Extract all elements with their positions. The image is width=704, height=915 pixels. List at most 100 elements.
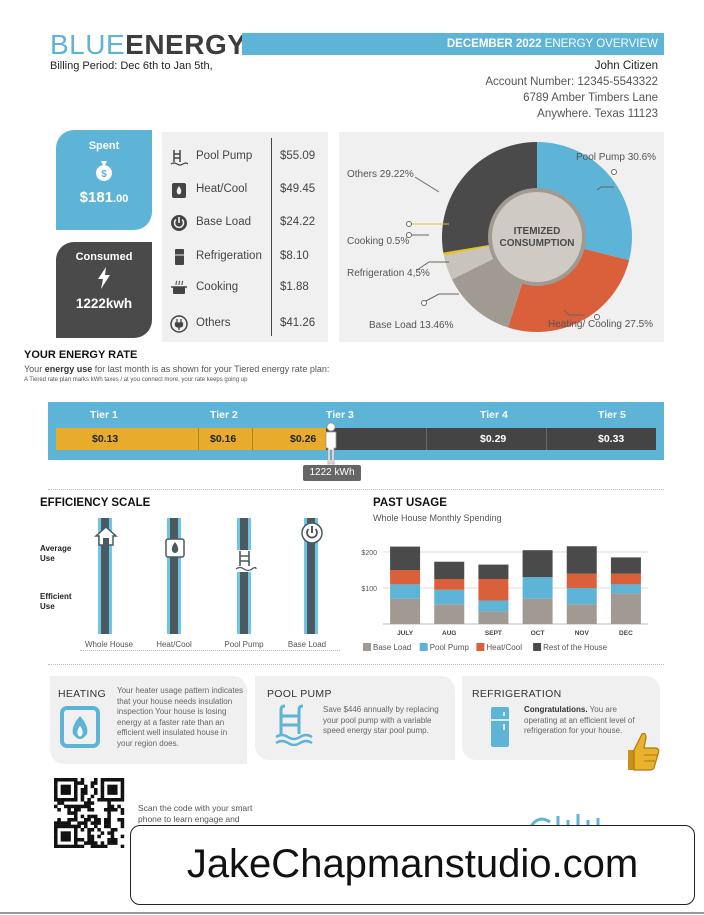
qr-module bbox=[74, 811, 78, 815]
qr-module bbox=[67, 804, 71, 809]
qr-module bbox=[54, 784, 58, 789]
qr-module bbox=[80, 794, 85, 799]
qr-module bbox=[107, 801, 111, 805]
slice-label-base-load: Base Load 13.46% bbox=[369, 320, 454, 331]
qr-module bbox=[64, 778, 68, 782]
overview-banner: DECEMBER 2022 ENERGY OVERVIEW bbox=[242, 33, 664, 55]
efficiency-bar bbox=[237, 518, 251, 634]
qr-module bbox=[100, 788, 105, 792]
qr-module bbox=[57, 824, 61, 829]
past-usage-chart: $100 $200 JULY AUG SEPT OCT NOV DEC Base Load Poo… bbox=[361, 546, 648, 652]
y-tick-label: $200 bbox=[361, 550, 377, 557]
bar-segment bbox=[566, 588, 597, 605]
bar-segment bbox=[478, 600, 509, 612]
bar-segment bbox=[478, 564, 509, 579]
qr-module bbox=[64, 844, 68, 848]
list-item: Heat/Cool $49.45 bbox=[162, 178, 328, 204]
bar-segment bbox=[390, 546, 421, 570]
qr-module bbox=[97, 828, 101, 832]
qr-module bbox=[94, 844, 98, 848]
average-use-label: Average Use bbox=[40, 544, 72, 563]
qr-module bbox=[94, 791, 98, 795]
heating-card-text: Your heater usage pattern indicates that… bbox=[117, 686, 244, 748]
qr-module bbox=[87, 808, 91, 812]
qr-module bbox=[74, 844, 78, 848]
qr-module bbox=[60, 831, 65, 835]
qr-module bbox=[67, 784, 71, 789]
qr-module bbox=[110, 798, 115, 802]
qr-module bbox=[120, 794, 125, 799]
tier-label: Tier 4 bbox=[480, 409, 508, 421]
qr-code[interactable] bbox=[52, 778, 126, 848]
qr-module bbox=[110, 788, 115, 792]
qr-module bbox=[94, 821, 98, 825]
qr-module bbox=[57, 801, 61, 805]
usage-kwh-tag: 1222 kWh bbox=[303, 465, 361, 481]
qr-module bbox=[87, 831, 91, 835]
qr-module bbox=[70, 798, 75, 802]
bar-segment bbox=[390, 570, 421, 585]
legend-label: Heat/Cool bbox=[486, 643, 522, 652]
x-tick-label: SEPT bbox=[485, 630, 502, 637]
donut-slice bbox=[442, 142, 537, 253]
fridge-icon bbox=[491, 707, 509, 747]
leader-line bbox=[416, 261, 449, 271]
bar-segment bbox=[390, 584, 421, 599]
qr-module bbox=[60, 824, 65, 829]
qr-module bbox=[67, 811, 71, 815]
past-usage-title: PAST USAGE bbox=[373, 497, 447, 509]
qr-module bbox=[97, 844, 101, 848]
qr-module bbox=[90, 844, 95, 848]
spent-dollars: $181 bbox=[79, 189, 114, 206]
pool-pump-card-title: POOL PUMP bbox=[267, 688, 332, 700]
fridge-icon bbox=[175, 249, 184, 265]
qr-module bbox=[114, 828, 118, 832]
bar-segment bbox=[610, 584, 641, 594]
slice-label-others: Others 29.22% bbox=[347, 169, 414, 180]
fireplace-icon bbox=[60, 706, 100, 748]
leader-dots bbox=[406, 169, 617, 320]
qr-module bbox=[80, 791, 85, 795]
qr-module bbox=[100, 791, 105, 795]
qr-module bbox=[110, 828, 115, 832]
qr-module bbox=[54, 834, 58, 839]
consumed-amount: 1222kwh bbox=[75, 296, 133, 311]
refrigeration-card-bold: Congratulations. bbox=[524, 705, 588, 714]
spent-cents: .00 bbox=[113, 193, 129, 205]
qr-module bbox=[90, 801, 95, 805]
qr-module bbox=[120, 821, 125, 825]
billing-period: Billing Period: Dec 6th to Jan 5th, bbox=[50, 60, 213, 72]
item-name: Others bbox=[196, 317, 231, 329]
qr-module bbox=[67, 788, 71, 792]
qr-module bbox=[64, 804, 68, 809]
leader-line bbox=[414, 176, 440, 193]
qr-module bbox=[74, 808, 78, 812]
qr-module bbox=[94, 781, 98, 785]
qr-module bbox=[64, 831, 68, 835]
efficiency-bar bbox=[98, 518, 112, 634]
qr-module bbox=[90, 828, 95, 832]
qr-module bbox=[77, 824, 81, 829]
qr-module bbox=[114, 838, 118, 842]
donut-svg: ITEMIZED CONSUMPTION bbox=[406, 142, 632, 333]
qr-module bbox=[120, 791, 125, 795]
qr-module bbox=[64, 834, 68, 839]
overview-month: DECEMBER 2022 bbox=[446, 38, 542, 50]
item-price: $49.45 bbox=[280, 183, 316, 195]
qr-module bbox=[110, 784, 115, 789]
x-tick-label: NOV bbox=[575, 630, 590, 637]
qr-module bbox=[70, 824, 75, 829]
section-divider bbox=[48, 489, 664, 490]
qr-module bbox=[80, 798, 85, 802]
tier-track: $0.13 $0.16 $0.26 $0.29 $0.33 bbox=[56, 428, 656, 450]
qr-module bbox=[74, 828, 78, 832]
qr-module bbox=[64, 824, 68, 829]
qr-module bbox=[74, 791, 78, 795]
qr-module bbox=[117, 818, 121, 822]
spent-card: Spent $ $181.00 bbox=[56, 130, 152, 230]
qr-module bbox=[120, 781, 125, 785]
qr-module bbox=[94, 818, 98, 822]
address-line-1: 6789 Amber Timbers Lane bbox=[523, 92, 658, 104]
tier-divider bbox=[198, 428, 199, 450]
bar-segment bbox=[434, 589, 465, 605]
